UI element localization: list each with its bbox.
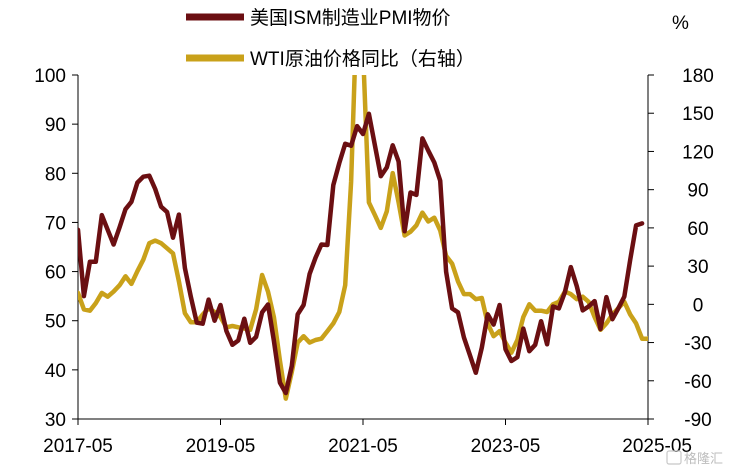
x-tick-label: 2025-05 <box>622 436 692 457</box>
right-tick-label: 30 <box>687 257 708 278</box>
right-tick-label: 60 <box>687 219 708 240</box>
legend: 美国ISM制造业PMI物价 WTI原油价格同比（右轴） <box>186 7 475 70</box>
x-tick-label: 2023-05 <box>471 436 541 457</box>
right-tick-label: -30 <box>684 334 711 355</box>
x-tick-label: 2019-05 <box>186 436 256 457</box>
right-tick-label: 90 <box>687 181 708 202</box>
left-tick-label: 60 <box>45 263 66 284</box>
series-line-pmi <box>78 111 645 396</box>
watermark-logo: 格隆汇 <box>666 450 723 467</box>
left-axis-ticks: 100 90 80 70 60 50 40 30 <box>34 66 78 431</box>
legend-label-pmi: 美国ISM制造业PMI物价 <box>250 7 451 29</box>
svg-text:格隆汇: 格隆汇 <box>684 451 723 467</box>
x-axis-ticks: 2017-05 2019-05 2021-05 2023-05 2025-05 <box>43 419 692 457</box>
left-tick-label: 100 <box>34 66 66 87</box>
x-tick-label: 2021-05 <box>328 436 398 457</box>
x-tick-label: 2017-05 <box>43 436 113 457</box>
left-tick-label: 40 <box>45 361 66 382</box>
right-tick-label: 120 <box>682 142 714 163</box>
right-tick-label: 150 <box>682 104 714 125</box>
right-tick-label: 0 <box>693 295 704 316</box>
left-tick-label: 90 <box>45 115 66 136</box>
left-tick-label: 30 <box>45 410 66 431</box>
left-tick-label: 70 <box>45 213 66 234</box>
right-axis-ticks: 180 150 120 90 60 30 0 -30 -60 -90 <box>648 66 714 431</box>
left-tick-label: 50 <box>45 312 66 333</box>
right-axis-unit: % <box>672 13 689 34</box>
left-tick-label: 80 <box>45 164 66 185</box>
right-tick-label: -60 <box>684 372 711 393</box>
right-tick-label: 180 <box>682 66 714 87</box>
legend-label-wti: WTI原油价格同比（右轴） <box>250 48 475 70</box>
right-tick-label: -90 <box>684 410 711 431</box>
